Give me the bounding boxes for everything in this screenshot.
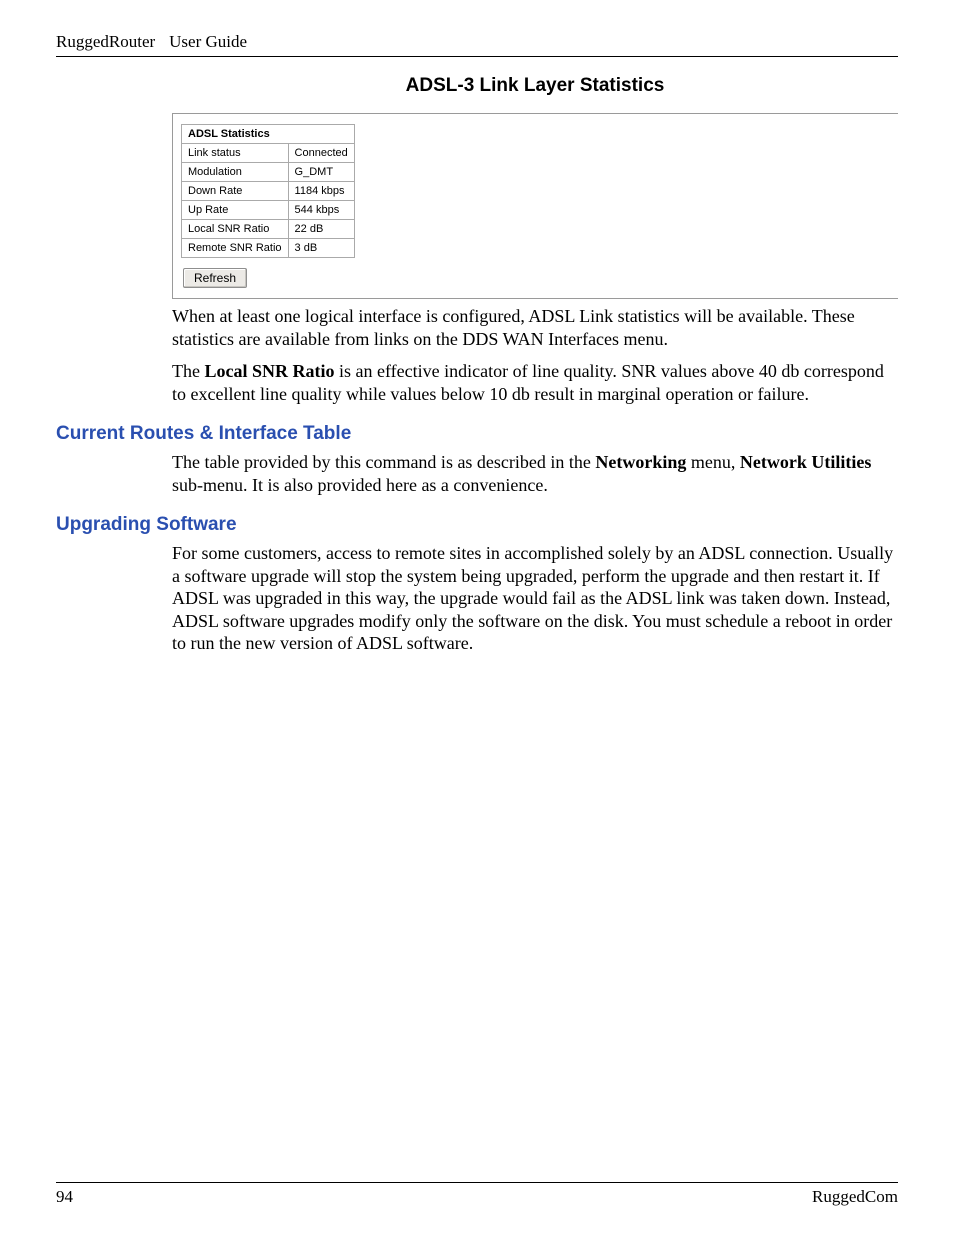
table-row: Down Rate 1184 kbps (182, 182, 355, 201)
text-run: menu, (686, 452, 740, 472)
stat-label: Up Rate (182, 201, 289, 220)
stat-value: 544 kbps (288, 201, 354, 220)
bold-term: Networking (595, 452, 686, 472)
header-product: RuggedRouter (56, 32, 155, 52)
page-number: 94 (56, 1187, 73, 1207)
paragraph: The Local SNR Ratio is an effective indi… (172, 360, 898, 405)
adsl-stats-panel: ADSL Statistics Link status Connected Mo… (172, 113, 898, 299)
text-run: The table provided by this command is as… (172, 452, 595, 472)
refresh-button[interactable]: Refresh (183, 268, 247, 288)
table-caption: ADSL Statistics (182, 125, 355, 144)
stat-label: Local SNR Ratio (182, 220, 289, 239)
section-heading-routes: Current Routes & Interface Table (56, 423, 898, 445)
paragraph: For some customers, access to remote sit… (172, 542, 898, 655)
stat-label: Remote SNR Ratio (182, 239, 289, 258)
text-run: The (172, 361, 204, 381)
page-header: RuggedRouter User Guide (56, 32, 898, 57)
header-doc: User Guide (169, 32, 247, 52)
table-row: Local SNR Ratio 22 dB (182, 220, 355, 239)
bold-term: Local SNR Ratio (204, 361, 334, 381)
stat-value: G_DMT (288, 163, 354, 182)
adsl-stats-table: ADSL Statistics Link status Connected Mo… (181, 124, 355, 258)
stat-value: Connected (288, 144, 354, 163)
table-header-row: ADSL Statistics (182, 125, 355, 144)
paragraph: When at least one logical interface is c… (172, 305, 898, 350)
table-row: Modulation G_DMT (182, 163, 355, 182)
bold-term: Network Utilities (740, 452, 871, 472)
footer-company: RuggedCom (812, 1187, 898, 1207)
text-run: sub-menu. It is also provided here as a … (172, 475, 548, 495)
stat-value: 3 dB (288, 239, 354, 258)
paragraph: The table provided by this command is as… (172, 451, 898, 496)
table-row: Remote SNR Ratio 3 dB (182, 239, 355, 258)
ui-panel-title: ADSL-3 Link Layer Statistics (172, 75, 898, 97)
stat-label: Link status (182, 144, 289, 163)
section-heading-upgrading: Upgrading Software (56, 514, 898, 536)
stat-value: 1184 kbps (288, 182, 354, 201)
stat-value: 22 dB (288, 220, 354, 239)
table-row: Link status Connected (182, 144, 355, 163)
stat-label: Modulation (182, 163, 289, 182)
page-footer: 94 RuggedCom (56, 1182, 898, 1207)
table-row: Up Rate 544 kbps (182, 201, 355, 220)
stat-label: Down Rate (182, 182, 289, 201)
